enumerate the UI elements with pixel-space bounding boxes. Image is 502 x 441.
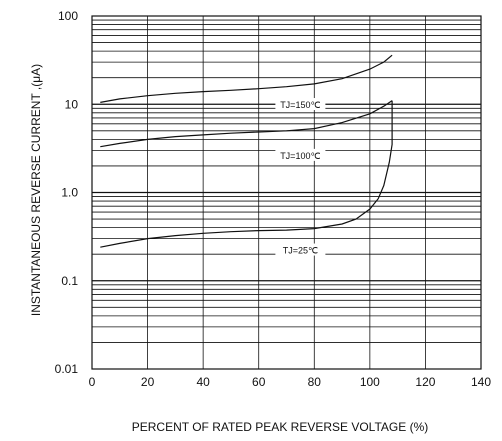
series-line-0 <box>100 54 393 103</box>
curve-labels: TJ=150℃ TJ=100℃ TJ=25℃ <box>275 98 326 256</box>
y-axis-label: INSTANTANEOUS REVERSE CURRENT ,(μA) <box>29 64 43 316</box>
x-axis-label: PERCENT OF RATED PEAK REVERSE VOLTAGE (%… <box>132 420 429 434</box>
curve-label: TJ=150℃ <box>280 100 320 110</box>
y-tick-label: 0.01 <box>55 362 79 376</box>
y-tick-label: 100 <box>58 9 78 23</box>
curve-label: TJ=100℃ <box>280 151 320 161</box>
y-tick-label: 0.1 <box>61 274 78 288</box>
x-tick-label: 120 <box>415 375 435 389</box>
series-line-1 <box>100 100 393 148</box>
x-tick-label: 60 <box>252 375 266 389</box>
x-tick-label: 140 <box>471 375 491 389</box>
x-tick-label: 80 <box>308 375 322 389</box>
plot-frame <box>91 15 482 370</box>
curves <box>100 54 393 248</box>
x-tick-label: 100 <box>360 375 380 389</box>
curve-label-background <box>275 243 326 256</box>
x-tick-label: 40 <box>196 375 210 389</box>
curve-label-background <box>275 148 326 161</box>
x-tick-label: 20 <box>141 375 155 389</box>
x-tick-labels: 0 20 40 60 80 100 120 140 <box>89 375 492 389</box>
curve-label-background <box>275 98 326 111</box>
y-tick-label: 1.0 <box>61 186 78 200</box>
curve-label: TJ=25℃ <box>283 246 318 256</box>
x-tick-label: 0 <box>89 375 96 389</box>
grid-lines <box>92 16 481 369</box>
y-tick-label: 10 <box>65 97 79 111</box>
y-tick-labels: 0.01 0.1 1.0 10 100 <box>55 9 79 376</box>
series-line-2 <box>100 100 393 248</box>
